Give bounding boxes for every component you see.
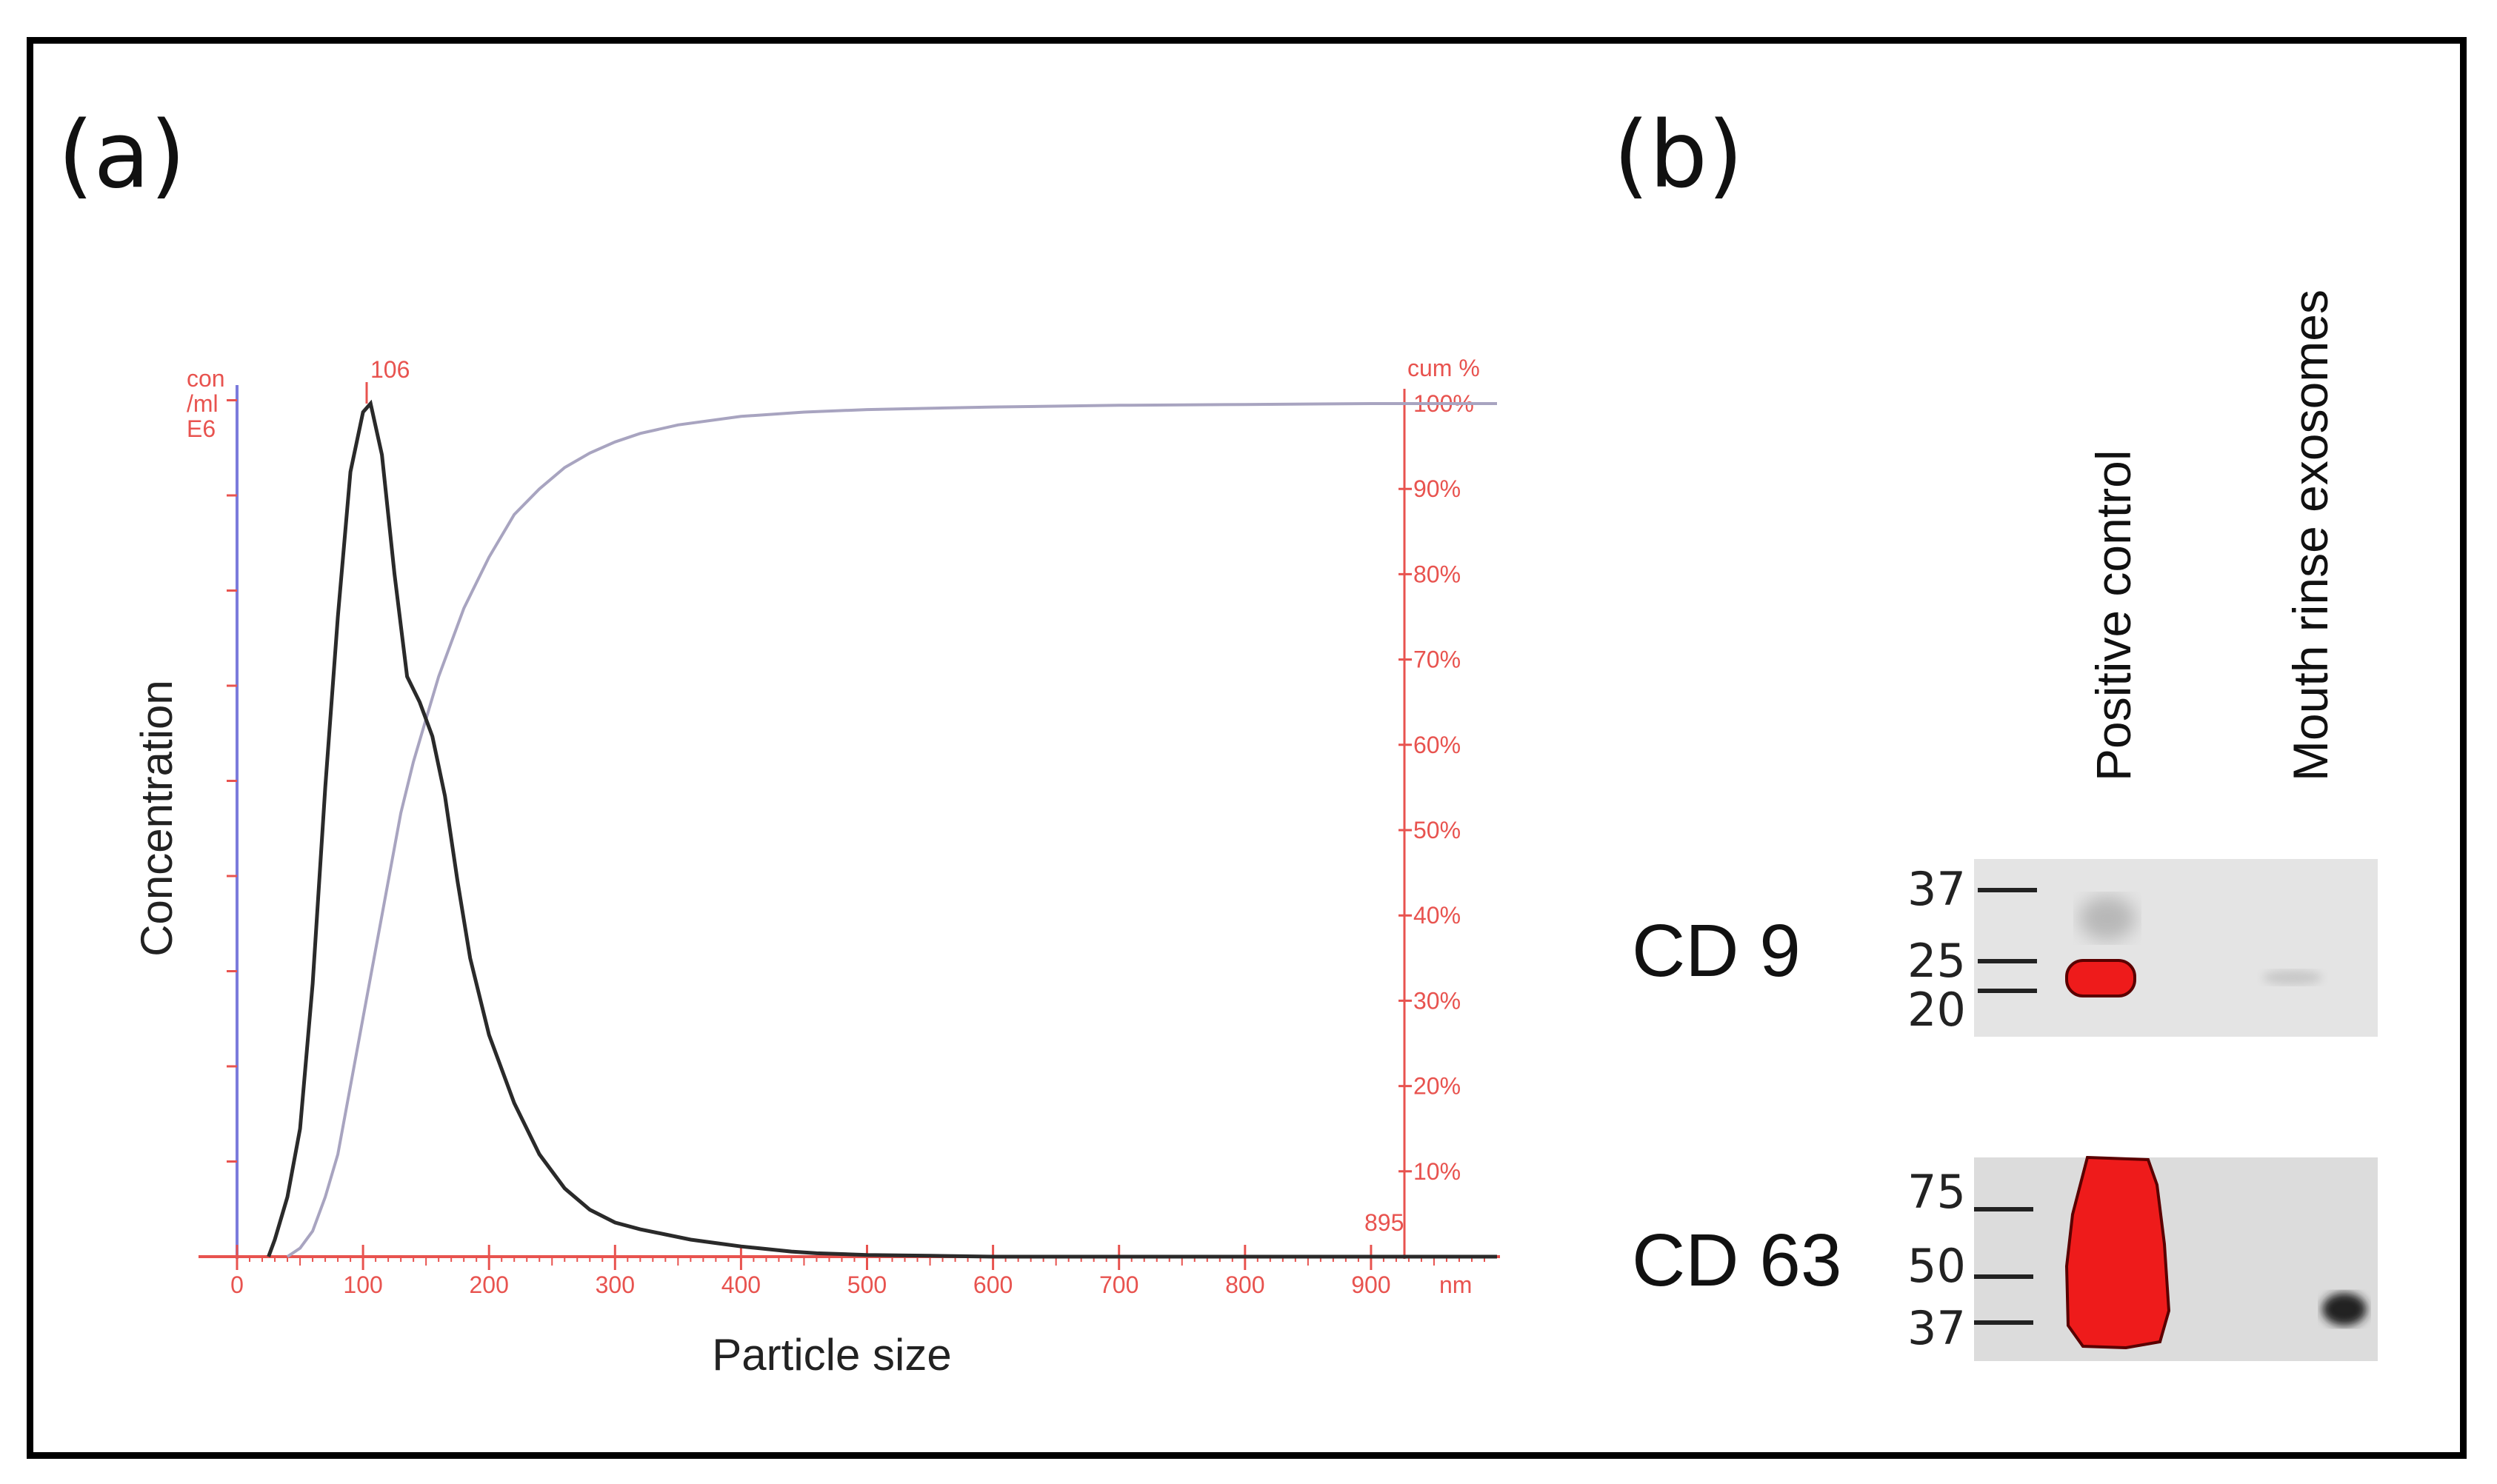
cd9-sample-band xyxy=(2263,970,2322,985)
x-tick-label: 400 xyxy=(721,1271,761,1298)
x-tick-label: 700 xyxy=(1099,1271,1139,1298)
x-axis-ticks: 0 100 200 300 400 500 600 700 800 900 xyxy=(230,1245,1485,1298)
cd63-control-band xyxy=(2064,1155,2171,1350)
cd63-marker-37: 37 xyxy=(1907,1301,1966,1355)
right-axis-ticks: 10%20%30%40%50%60%70%80%90%100% xyxy=(1398,390,1474,1185)
distribution-curve xyxy=(267,399,1497,1259)
western-blot-panel: Positive control Mouth rinse exosomes CD… xyxy=(1632,290,2378,1361)
cd9-marker-25: 25 xyxy=(1907,934,1966,988)
left-axis-ticks xyxy=(227,399,237,1163)
size-distribution-chart: 10%20%30%40%50%60%70%80%90%100% 0 100 200 3… xyxy=(132,355,1500,1380)
right-tick-label: 70% xyxy=(1413,646,1461,673)
x-tick-label: 100 xyxy=(343,1271,382,1298)
lane-label-mouth-rinse-exosomes: Mouth rinse exosomes xyxy=(2283,290,2338,781)
cd63-sample-band xyxy=(2322,1293,2367,1326)
max-annotation: 895 xyxy=(1364,1209,1404,1236)
x-tick-label: 200 xyxy=(470,1271,509,1298)
left-unit-line-2: /ml xyxy=(187,390,219,417)
lane-label-positive-control: Positive control xyxy=(2086,449,2141,781)
cd9-label: CD 9 xyxy=(1632,909,1801,992)
peak-annotation: 106 xyxy=(370,356,410,383)
cumulative-curve xyxy=(286,402,1497,1258)
left-unit-line-1: con xyxy=(187,365,225,392)
x-axis-title: Particle size xyxy=(712,1330,951,1380)
x-tick-label: 900 xyxy=(1351,1271,1390,1298)
x-tick-label: 0 xyxy=(230,1271,244,1298)
right-tick-label: 90% xyxy=(1413,475,1461,502)
cd63-membrane xyxy=(1974,1157,2378,1361)
panel-a-label: (a) xyxy=(58,102,186,209)
x-tick-label: 600 xyxy=(973,1271,1013,1298)
cd9-marker-20: 20 xyxy=(1907,983,1966,1037)
right-tick-label: 40% xyxy=(1413,902,1461,929)
cd9-control-band xyxy=(2065,959,2136,997)
right-tick-label: 10% xyxy=(1413,1158,1461,1185)
cd9-upper-smear xyxy=(2079,896,2136,940)
panel-b-label: (b) xyxy=(1613,102,1743,209)
x-tick-label: 300 xyxy=(596,1271,635,1298)
x-tick-label: 800 xyxy=(1225,1271,1264,1298)
x-tick-label: 500 xyxy=(847,1271,887,1298)
left-unit-line-3: E6 xyxy=(187,415,216,442)
right-axis-title: cum % xyxy=(1407,355,1480,381)
y-axis-title: Concentration xyxy=(132,680,181,957)
right-tick-label: 30% xyxy=(1413,987,1461,1014)
cd63-label: CD 63 xyxy=(1632,1219,1841,1302)
cd9-membrane xyxy=(1974,859,2378,1037)
cd63-marker-50: 50 xyxy=(1907,1239,1966,1293)
x-axis-unit: nm xyxy=(1439,1271,1472,1298)
cd9-marker-37: 37 xyxy=(1907,862,1966,916)
figure-frame xyxy=(27,37,2467,1459)
cd63-marker-75: 75 xyxy=(1907,1165,1966,1219)
right-tick-label: 80% xyxy=(1413,561,1461,587)
right-tick-label: 60% xyxy=(1413,732,1461,758)
right-tick-label: 20% xyxy=(1413,1073,1461,1100)
right-tick-label: 50% xyxy=(1413,817,1461,843)
